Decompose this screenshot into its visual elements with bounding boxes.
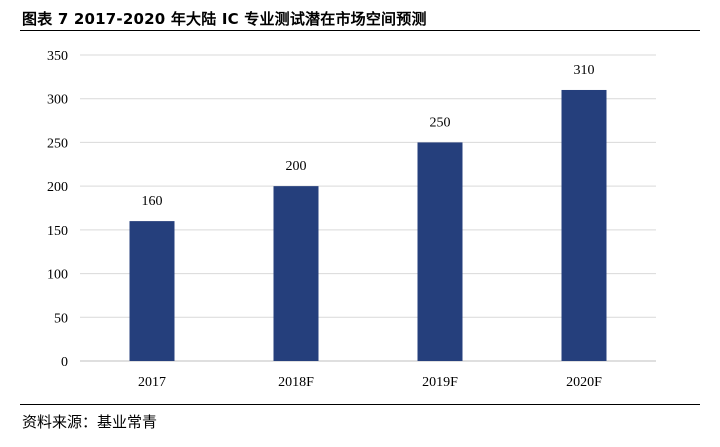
y-tick-label: 100 <box>47 268 68 283</box>
chart-area: 0 50 100 150 200 250 300 350 160 2017 200 2018F 250 2… <box>0 30 720 402</box>
y-tick-label: 250 <box>47 136 68 151</box>
bar-chart: 0 50 100 150 200 250 300 350 160 2017 200 2018F 250 2… <box>47 49 656 390</box>
x-tick-label: 2019F <box>422 375 458 390</box>
x-tick-label: 2018F <box>278 375 314 390</box>
data-label: 310 <box>574 63 595 78</box>
footer: 资料来源：基业常青 <box>20 404 700 445</box>
bar <box>417 142 463 361</box>
bar <box>561 89 607 361</box>
x-tick-label: 2020F <box>566 375 602 390</box>
source-note: 资料来源：基业常青 <box>22 413 158 431</box>
data-label: 200 <box>286 159 307 174</box>
title-bar: 图表 7 2017-2020 年大陆 IC 专业测试潜在市场空间预测 <box>20 4 700 31</box>
y-tick-label: 350 <box>47 49 68 64</box>
x-tick-label: 2017 <box>138 375 166 390</box>
y-tick-label: 300 <box>47 93 68 108</box>
y-tick-label: 50 <box>54 311 68 326</box>
chart-title: 图表 7 2017-2020 年大陆 IC 专业测试潜在市场空间预测 <box>22 10 427 28</box>
y-tick-label: 200 <box>47 180 68 195</box>
bar <box>129 221 175 361</box>
y-tick-label: 150 <box>47 224 68 239</box>
y-tick-label: 0 <box>61 355 68 370</box>
data-label: 250 <box>430 115 451 130</box>
data-label: 160 <box>142 194 163 209</box>
bar <box>273 186 319 361</box>
